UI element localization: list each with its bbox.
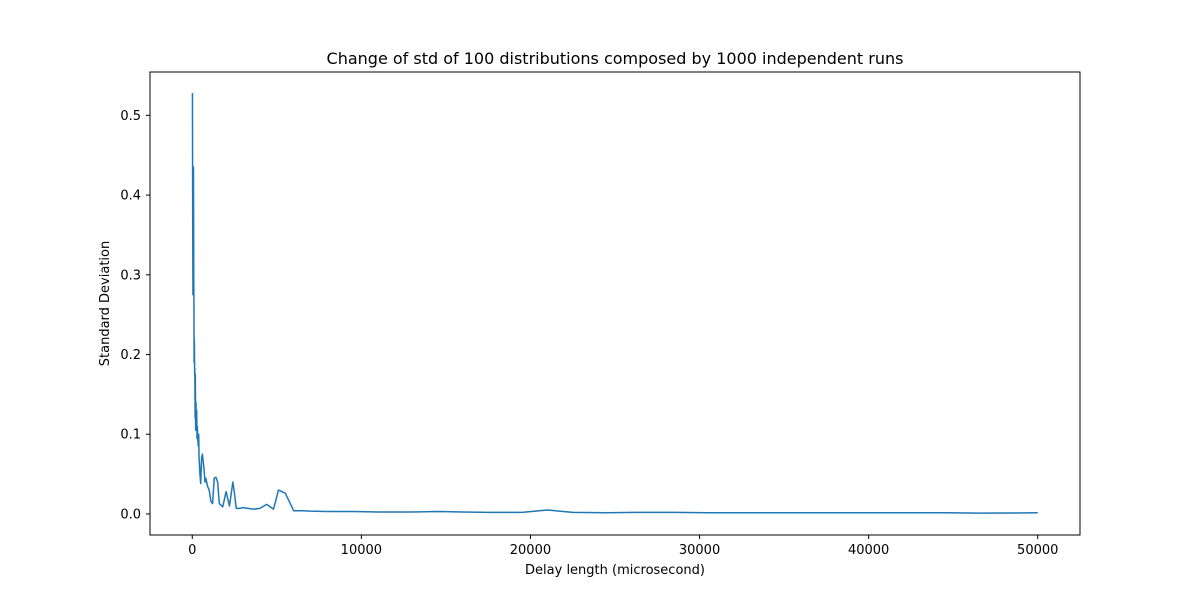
y-tick-label: 0.2 [120,348,141,363]
x-tick-label: 40000 [848,543,889,558]
chart-title: Change of std of 100 distributions compo… [327,49,904,68]
x-tick-label: 20000 [510,543,551,558]
y-axis: 0.0 0.1 0.2 0.3 0.4 0.5 [120,109,150,522]
x-tick-label: 10000 [341,543,382,558]
x-tick-label: 30000 [679,543,720,558]
x-tick-label: 50000 [1017,543,1058,558]
x-axis: 0 10000 20000 30000 40000 50000 [188,535,1058,558]
x-tick-label: 0 [188,543,196,558]
plot-area [191,93,1038,514]
y-tick-label: 0.1 [120,428,141,443]
x-axis-title: Delay length (microsecond) [525,563,705,578]
y-axis-title: Standard Deviation [98,241,113,366]
y-tick-label: 0.3 [120,268,141,283]
series-line-0 [191,93,1038,514]
y-tick-label: 0.5 [120,109,141,124]
axes-frame [149,71,1081,536]
y-tick-label: 0.0 [120,507,141,522]
y-tick-label: 0.4 [120,189,141,204]
